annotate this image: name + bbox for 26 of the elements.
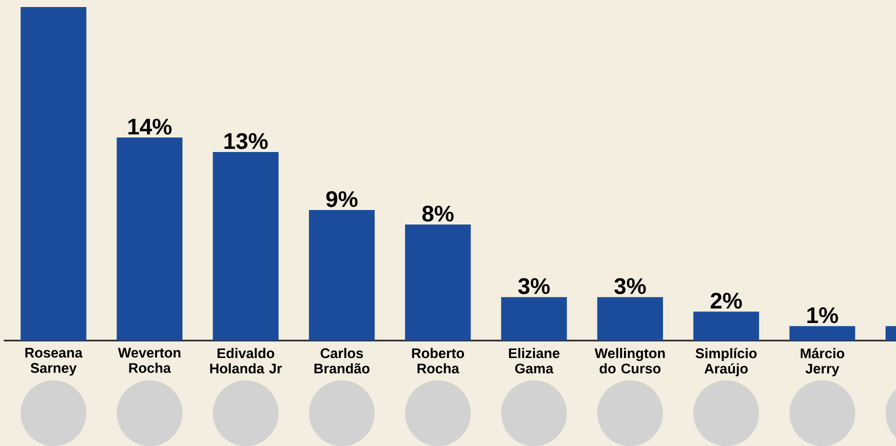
x-tick-label: Wellington do Curso (594, 348, 665, 374)
data-label: 14% (128, 118, 172, 135)
x-tick-label: Carlos Brandão (314, 348, 370, 374)
data-label: 2% (710, 292, 742, 309)
data-label: 8% (422, 206, 454, 222)
data-label: 13% (224, 133, 268, 150)
bar (116, 137, 182, 341)
x-tick-label: Roberto Rocha (412, 348, 464, 374)
x-tick-label: Eliziane Gama (508, 348, 560, 374)
x-tick-label: Simplício Araújo (696, 348, 757, 376)
x-tick-label: Márcio Jerry (800, 348, 844, 376)
x-tick-label: Roseana Sarney (25, 348, 83, 376)
bar (20, 6, 86, 341)
bar (501, 297, 567, 341)
data-label: 9% (326, 191, 358, 208)
bar (405, 224, 471, 341)
data-label: 3% (518, 278, 550, 294)
data-label: 3% (614, 278, 646, 294)
bar (308, 210, 375, 341)
bar (693, 312, 760, 341)
x-tick-label: Weverton Rocha (118, 348, 180, 373)
bar (212, 152, 279, 341)
data-label: 1% (807, 307, 838, 324)
bar (597, 297, 663, 341)
x-tick-label: Edivaldo Holanda Jr (210, 348, 282, 374)
bar (789, 326, 856, 341)
